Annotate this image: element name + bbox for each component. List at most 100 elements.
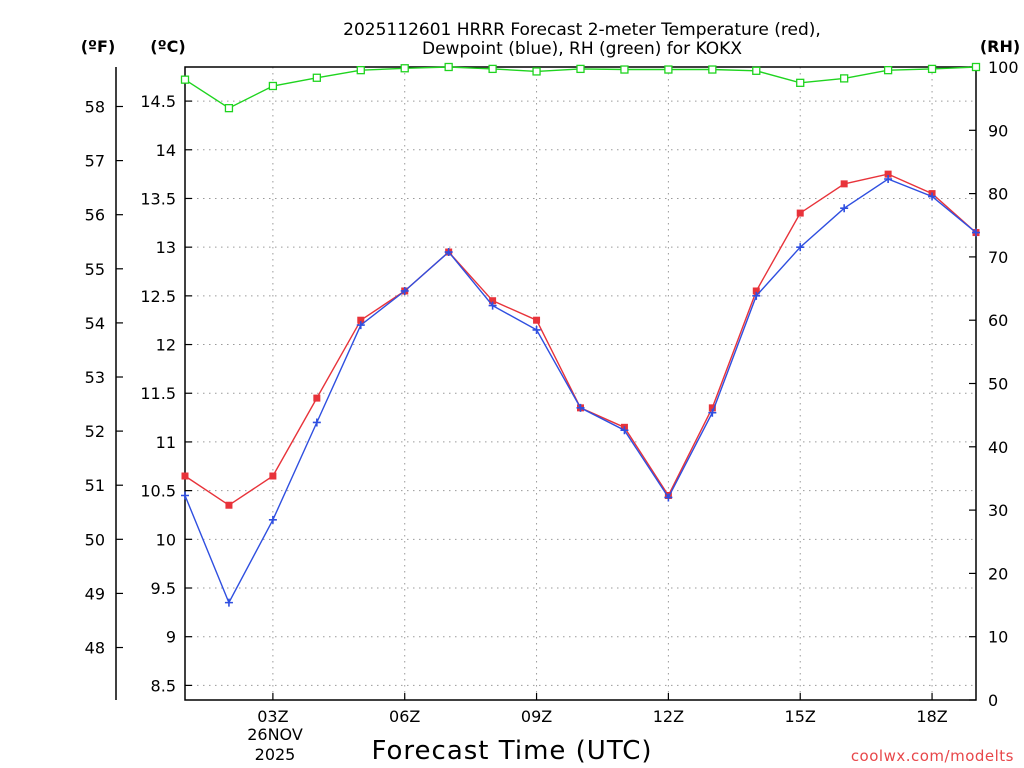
temperature-point <box>533 316 541 324</box>
dewpoint-point <box>224 598 233 607</box>
time-tick-label: 18Z <box>916 707 947 726</box>
fahrenheit-tick-label: 57 <box>85 152 105 171</box>
fahrenheit-tick-label: 58 <box>85 97 105 116</box>
rh-point <box>312 73 321 82</box>
fahrenheit-tick-label: 49 <box>85 584 105 603</box>
celsius-tick-label: 10.5 <box>140 482 176 501</box>
dewpoint-point <box>576 403 585 412</box>
celsius-tick-label: 13 <box>156 238 176 257</box>
dewpoint-point <box>181 491 189 500</box>
fahrenheit-tick-label: 50 <box>85 530 105 549</box>
temperature-point <box>489 297 497 305</box>
rh-point <box>927 64 937 74</box>
rh-tick-label: 30 <box>988 501 1008 520</box>
fahrenheit-tick-label: 52 <box>85 422 105 441</box>
dewpoint-point <box>312 418 321 427</box>
celsius-tick-label: 8.5 <box>151 676 176 695</box>
rh-point <box>971 62 981 72</box>
axis-ticks: 8.5 9 9.5 10 10.5 11 11.5 12 12.5 13 13.5 14 14.5 03Z… <box>85 58 1019 726</box>
time-tick-label: 03Z <box>257 707 288 726</box>
date-label-year: 2025 <box>255 745 296 764</box>
temperature-point <box>313 394 321 402</box>
celsius-tick-label: 13.5 <box>140 189 176 208</box>
temperature-point <box>796 209 804 217</box>
rh-point <box>576 64 585 74</box>
rh-tick-label: 0 <box>988 691 998 710</box>
dewpoint-point <box>708 408 717 417</box>
dewpoint-point <box>620 426 629 435</box>
rh-tick-label: 90 <box>988 121 1008 140</box>
fahrenheit-tick-label: 51 <box>85 476 105 495</box>
credit-text: coolwx.com/modelts <box>851 747 1014 765</box>
rh-unit-label: (RH) <box>980 37 1020 56</box>
fahrenheit-tick-label: 54 <box>85 314 105 333</box>
fahrenheit-unit-label: (ºF) <box>81 37 116 56</box>
rh-point <box>840 74 849 83</box>
rh-point <box>444 62 453 72</box>
rh-tick-label: 60 <box>988 311 1008 330</box>
temperature-point <box>884 170 892 178</box>
dewpoint-point <box>752 291 761 300</box>
chart-title-line1: 2025112601 HRRR Forecast 2-meter Tempera… <box>343 20 821 40</box>
dewpoint-point <box>444 248 453 257</box>
plot-frame <box>184 66 977 701</box>
celsius-tick-label: 11 <box>156 433 176 452</box>
time-tick-label: 06Z <box>389 707 420 726</box>
time-tick-label: 12Z <box>653 707 684 726</box>
rh-point <box>883 66 893 75</box>
temperature-point <box>752 287 760 295</box>
rh-tick-label: 80 <box>988 185 1008 204</box>
data-series <box>180 62 981 607</box>
fahrenheit-tick-label: 55 <box>85 260 105 279</box>
temperature-point <box>357 316 365 324</box>
rh-point <box>796 78 805 87</box>
rh-point <box>532 67 541 76</box>
rh-tick-label: 10 <box>988 628 1008 647</box>
dewpoint-series <box>181 174 980 607</box>
time-tick-label: 09Z <box>521 707 552 726</box>
rh-point <box>356 66 365 75</box>
fahrenheit-tick-label: 56 <box>85 206 105 225</box>
dewpoint-point <box>884 174 893 183</box>
rh-point <box>664 65 673 74</box>
celsius-tick-label: 9.5 <box>151 579 176 598</box>
celsius-tick-label: 12.5 <box>140 287 176 306</box>
temperature-point <box>181 472 189 480</box>
celsius-unit-label: (ºC) <box>150 37 185 56</box>
dewpoint-point <box>972 228 980 237</box>
dewpoint-point <box>356 321 365 330</box>
temperature-line <box>184 173 977 507</box>
dewpoint-point <box>400 286 409 295</box>
gridlines <box>185 67 976 700</box>
celsius-tick-label: 12 <box>156 336 176 355</box>
dewpoint-point <box>268 515 277 524</box>
temperature-point <box>708 404 716 412</box>
celsius-tick-label: 14 <box>156 141 176 160</box>
rh-point <box>400 64 409 73</box>
rh-series <box>180 62 981 113</box>
rh-point <box>180 75 190 84</box>
dewpoint-point <box>796 243 805 252</box>
fahrenheit-tick-label: 48 <box>85 639 105 658</box>
dewpoint-point <box>532 325 541 334</box>
rh-point <box>620 65 629 74</box>
fahrenheit-tick-label: 53 <box>85 368 105 387</box>
rh-point <box>488 64 497 74</box>
dewpoint-point <box>488 301 497 310</box>
temperature-point <box>225 501 233 509</box>
rh-tick-label: 40 <box>988 438 1008 457</box>
rh-tick-label: 100 <box>988 58 1019 77</box>
rh-point <box>224 103 234 113</box>
time-tick-label: 15Z <box>785 707 816 726</box>
dewpoint-point <box>840 204 849 213</box>
dewpoint-point <box>664 493 673 502</box>
rh-tick-label: 70 <box>988 248 1008 267</box>
celsius-tick-label: 10 <box>156 530 176 549</box>
rh-line <box>184 66 977 109</box>
celsius-tick-label: 9 <box>166 628 176 647</box>
temperature-point <box>840 180 848 188</box>
temperature-point <box>269 472 277 480</box>
rh-point <box>752 66 761 75</box>
celsius-tick-label: 11.5 <box>140 384 176 403</box>
